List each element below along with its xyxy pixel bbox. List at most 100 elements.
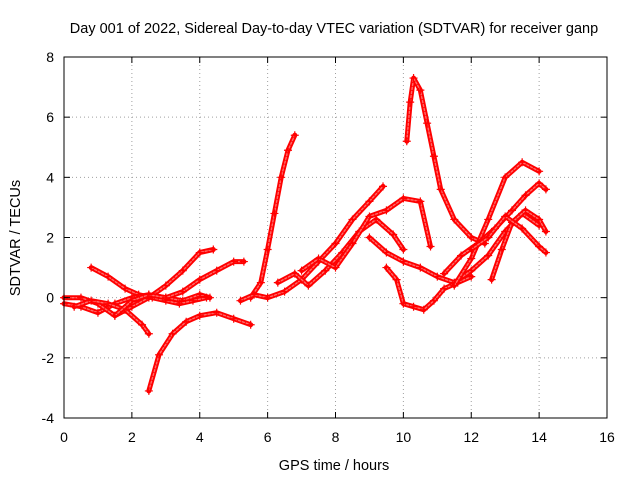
data-point bbox=[372, 215, 381, 224]
data-series-group bbox=[60, 74, 550, 395]
trace-marker-texture bbox=[73, 300, 150, 335]
data-series-sat-k bbox=[402, 74, 489, 248]
data-point bbox=[518, 158, 527, 167]
data-point bbox=[263, 293, 272, 302]
data-point bbox=[416, 86, 425, 95]
data-point bbox=[535, 215, 544, 224]
data-point bbox=[541, 185, 550, 194]
data-point bbox=[392, 275, 401, 284]
data-point bbox=[70, 302, 79, 311]
x-tick-label: 6 bbox=[264, 429, 272, 445]
x-tick-label: 0 bbox=[60, 429, 68, 445]
data-series-sat-h bbox=[236, 182, 388, 305]
data-point bbox=[535, 167, 544, 176]
x-tick-label: 2 bbox=[128, 429, 136, 445]
data-series-sat-e bbox=[110, 257, 248, 320]
data-point bbox=[521, 206, 530, 215]
trace-marker-texture bbox=[453, 161, 540, 287]
data-point bbox=[419, 305, 428, 314]
data-point bbox=[423, 119, 432, 128]
y-tick-label: -2 bbox=[42, 350, 55, 366]
data-series-sat-d bbox=[70, 296, 153, 338]
data-series-sat-i bbox=[273, 215, 408, 290]
data-point bbox=[409, 302, 418, 311]
data-point bbox=[416, 263, 425, 272]
data-point bbox=[521, 191, 530, 200]
data-point bbox=[436, 185, 445, 194]
data-point bbox=[195, 248, 204, 257]
y-tick-label: -4 bbox=[42, 410, 55, 426]
data-point bbox=[541, 227, 550, 236]
x-tick-label: 4 bbox=[196, 429, 204, 445]
data-point bbox=[331, 239, 340, 248]
data-point bbox=[138, 320, 147, 329]
data-point bbox=[409, 74, 418, 83]
data-point bbox=[283, 146, 292, 155]
data-series-sat-f bbox=[144, 308, 255, 395]
data-point bbox=[87, 296, 96, 305]
data-point bbox=[304, 281, 313, 290]
data-point bbox=[541, 248, 550, 257]
data-point bbox=[250, 290, 259, 299]
x-tick-label: 16 bbox=[599, 429, 615, 445]
data-point bbox=[467, 233, 476, 242]
trace-marker-texture bbox=[406, 77, 486, 245]
data-point bbox=[487, 275, 496, 284]
data-point bbox=[450, 215, 459, 224]
data-point bbox=[348, 215, 357, 224]
data-point bbox=[277, 173, 286, 182]
trace-marker-texture bbox=[490, 209, 547, 281]
data-series-sat-p bbox=[487, 206, 550, 284]
data-point bbox=[389, 230, 398, 239]
data-point bbox=[440, 284, 449, 293]
data-point bbox=[484, 215, 493, 224]
data-point bbox=[212, 308, 221, 317]
data-point bbox=[104, 299, 113, 308]
data-point bbox=[429, 296, 438, 305]
data-point bbox=[202, 293, 211, 302]
data-point bbox=[365, 197, 374, 206]
data-point bbox=[246, 320, 255, 329]
data-point bbox=[229, 314, 238, 323]
data-point bbox=[501, 173, 510, 182]
data-point bbox=[467, 254, 476, 263]
data-point bbox=[429, 152, 438, 161]
data-point bbox=[518, 224, 527, 233]
data-series-sat-n bbox=[450, 158, 544, 290]
data-point bbox=[175, 299, 184, 308]
data-point bbox=[121, 284, 130, 293]
data-point bbox=[402, 137, 411, 146]
data-point bbox=[321, 266, 330, 275]
y-axis-label: SDTVAR / TECUs bbox=[8, 180, 24, 296]
data-point bbox=[155, 350, 164, 359]
data-point bbox=[236, 296, 245, 305]
data-point bbox=[314, 254, 323, 263]
data-point bbox=[270, 209, 279, 218]
data-point bbox=[331, 263, 340, 272]
data-point bbox=[497, 245, 506, 254]
data-point bbox=[178, 287, 187, 296]
data-point bbox=[382, 263, 391, 272]
data-point bbox=[297, 266, 306, 275]
data-point bbox=[399, 245, 408, 254]
x-axis-label: GPS time / hours bbox=[279, 458, 389, 474]
data-point bbox=[450, 281, 459, 290]
data-point bbox=[87, 263, 96, 272]
x-tick-label: 8 bbox=[332, 429, 340, 445]
data-point bbox=[365, 233, 374, 242]
data-point bbox=[229, 257, 238, 266]
data-point bbox=[399, 299, 408, 308]
data-point bbox=[110, 311, 119, 320]
data-point bbox=[535, 242, 544, 251]
trace-marker-texture bbox=[239, 185, 384, 302]
chart-title: Day 001 of 2022, Sidereal Day-to-day VTE… bbox=[70, 21, 598, 37]
data-point bbox=[239, 257, 248, 266]
y-tick-label: 0 bbox=[46, 290, 54, 306]
data-point bbox=[209, 245, 218, 254]
data-point bbox=[188, 296, 197, 305]
data-point bbox=[484, 233, 493, 242]
data-point bbox=[426, 242, 435, 251]
